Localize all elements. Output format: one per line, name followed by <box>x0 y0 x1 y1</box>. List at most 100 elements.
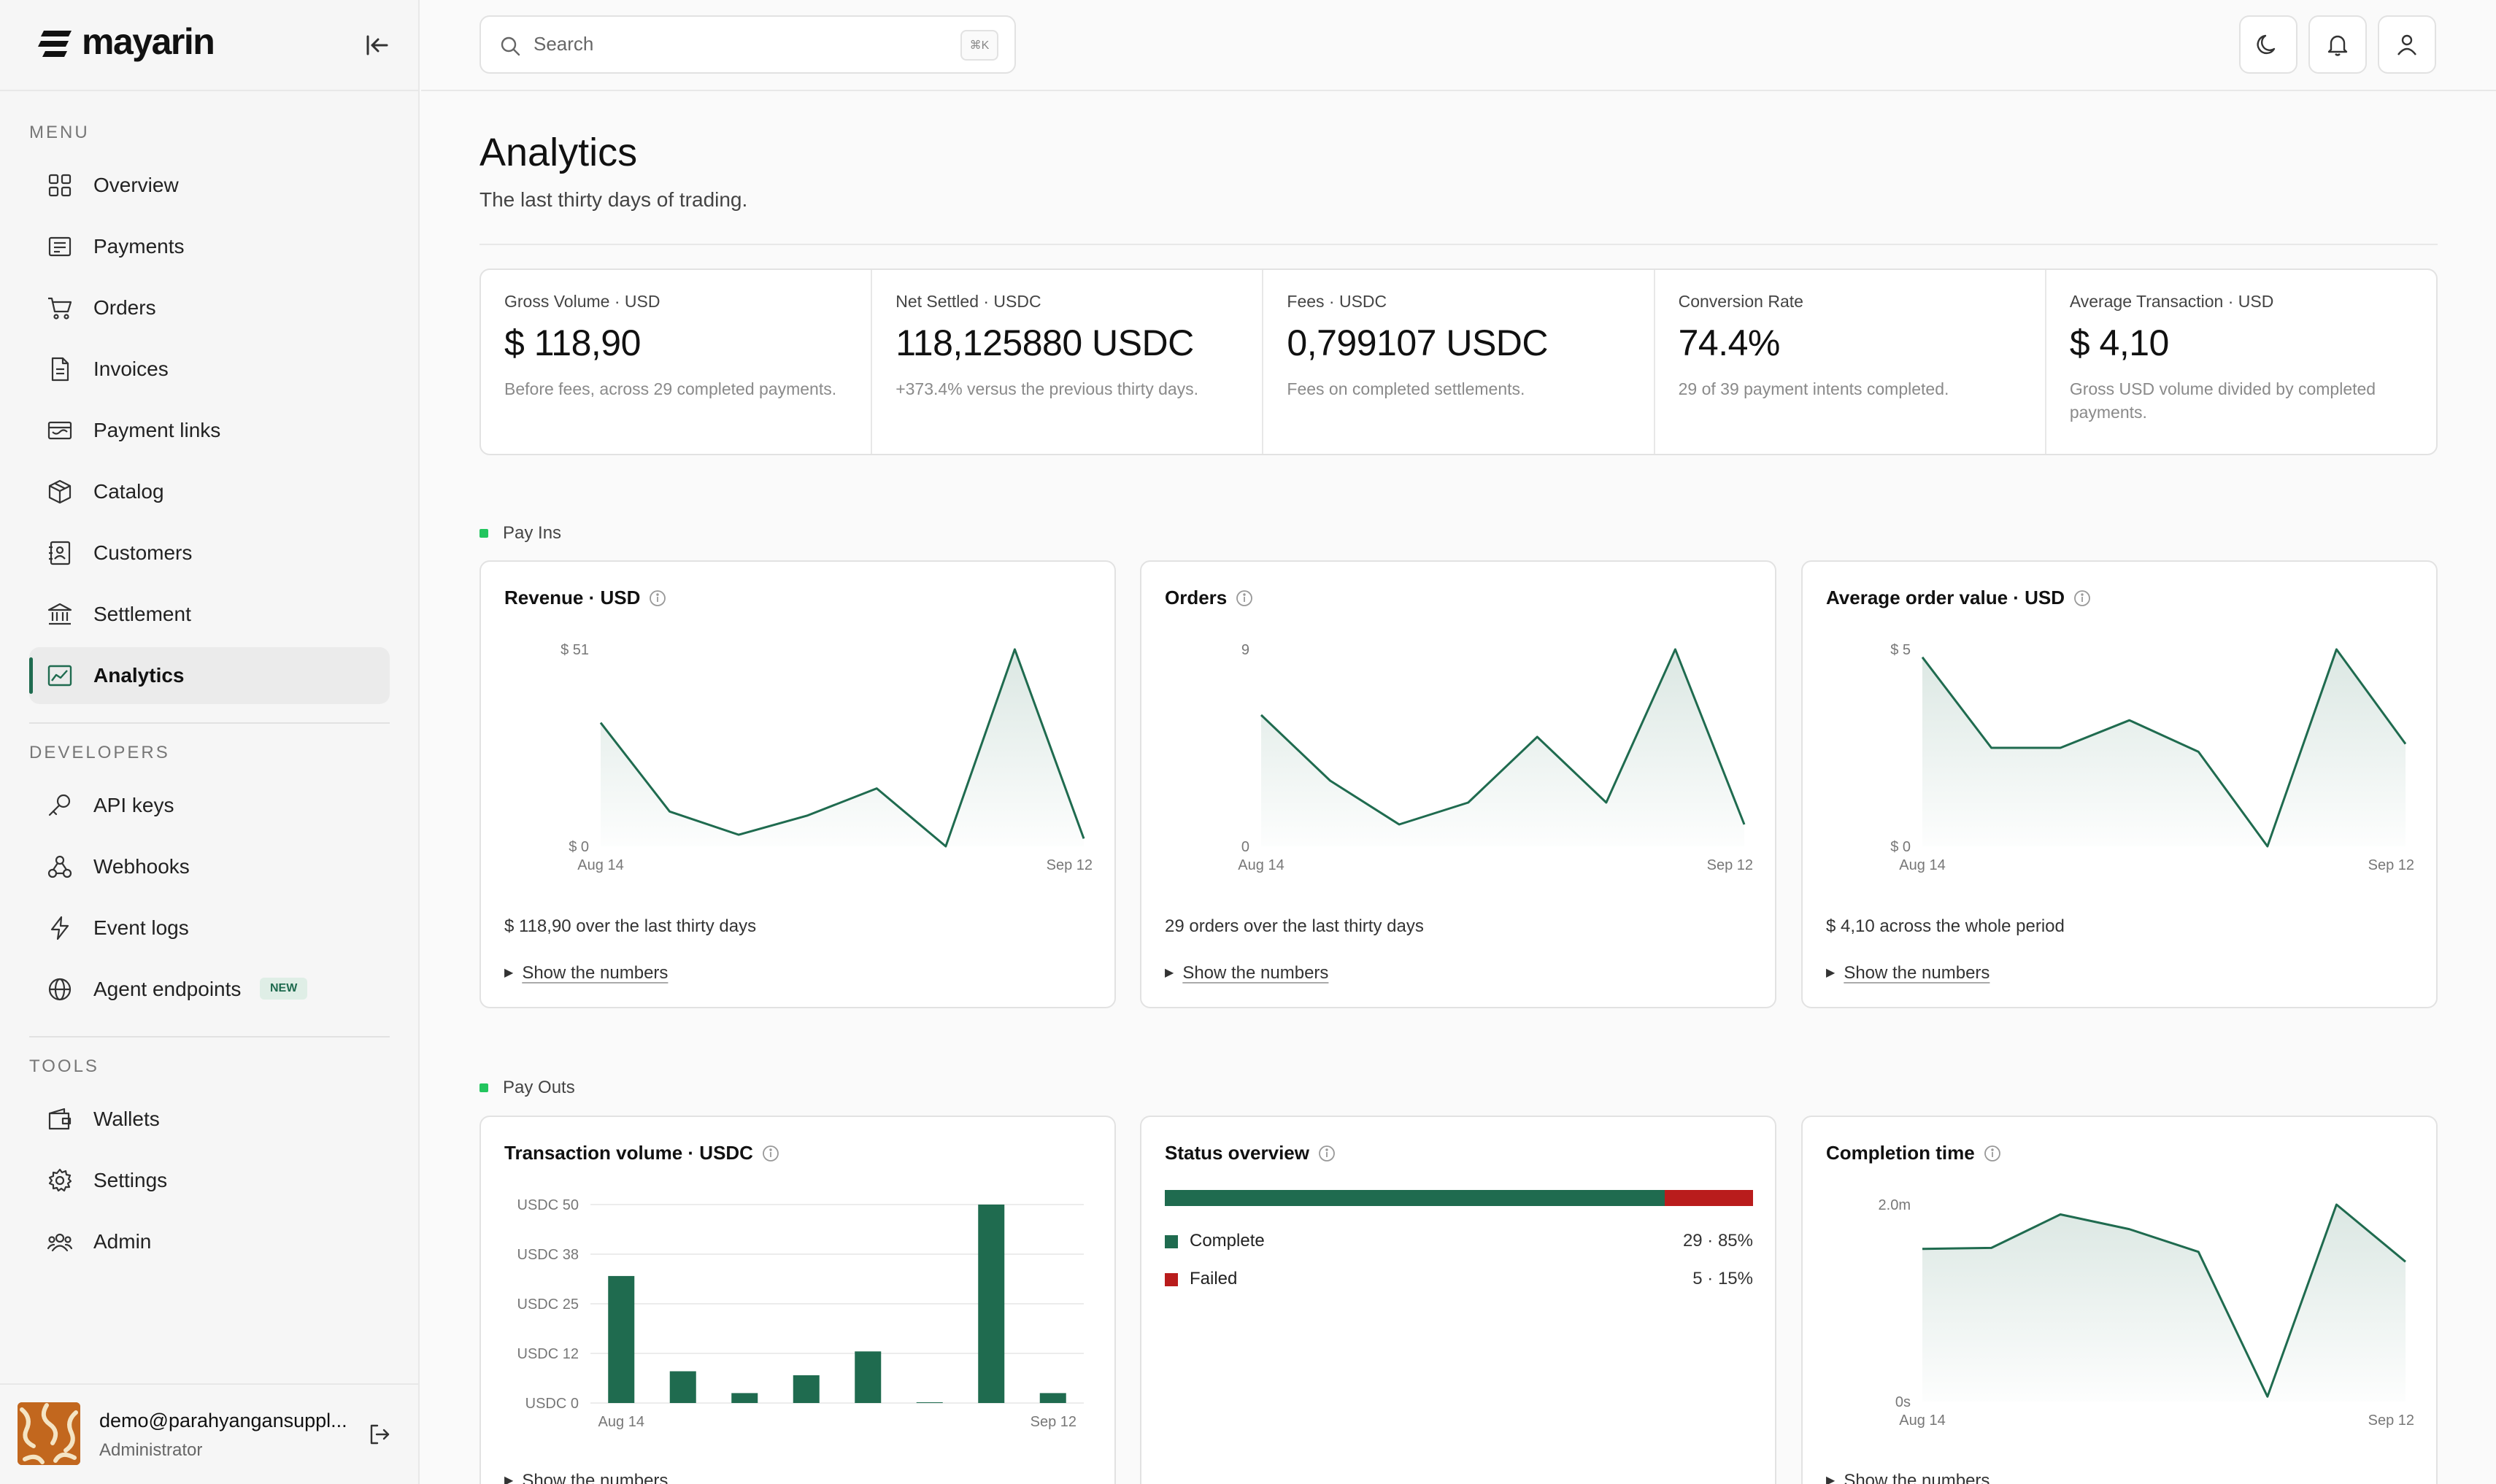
legend-value: 29 · 85% <box>1682 1231 1753 1251</box>
info-icon[interactable] <box>1984 1145 2001 1162</box>
sidebar-item-orders[interactable]: Orders <box>29 279 390 336</box>
legend-swatch <box>1165 1273 1178 1286</box>
bell-icon <box>2327 35 2348 56</box>
stat-label: Average Transaction · USD <box>2069 292 2274 311</box>
receipt-icon <box>48 236 72 257</box>
info-icon[interactable] <box>649 590 666 607</box>
y-tick-label: 2.0m <box>1879 1197 1911 1213</box>
theme-toggle-button[interactable] <box>2239 15 2297 74</box>
stat-note: Gross USD volume divided by completed pa… <box>2069 379 2376 422</box>
new-badge: NEW <box>260 978 308 1000</box>
sidebar: mayarin MENU Overview Payments Orders In… <box>0 0 420 1484</box>
tools-section-label: TOOLS <box>29 1056 99 1076</box>
users-icon <box>47 1233 73 1252</box>
sidebar-item-settlement[interactable]: Settlement <box>29 586 390 643</box>
sidebar-item-invoices[interactable]: Invoices <box>29 341 390 398</box>
notifications-button[interactable] <box>2308 15 2367 74</box>
y-tick-label: USDC 25 <box>517 1296 579 1313</box>
sidebar-item-event-logs[interactable]: Event logs <box>29 900 390 957</box>
show-numbers-toggle[interactable]: ▶ Show the numbers <box>504 1471 668 1484</box>
moon-icon <box>2257 34 2276 55</box>
stat-fees: Fees · USDC 0,799107 USDC Fees on comple… <box>1263 270 1655 454</box>
sidebar-item-payments[interactable]: Payments <box>29 218 390 275</box>
user-role: Administrator <box>99 1440 203 1460</box>
stats-row: Gross Volume · USD $ 118,90 Before fees,… <box>479 268 2438 455</box>
card-summary: $ 118,90 over the last thirty days <box>504 916 757 936</box>
profile-button[interactable] <box>2378 15 2436 74</box>
show-numbers-toggle[interactable]: ▶ Show the numbers <box>504 963 668 983</box>
y-tick-label: $ 0 <box>1890 839 1911 855</box>
x-tick-label: Sep 12 <box>1707 857 1753 873</box>
y-tick-label: $ 5 <box>1890 642 1911 658</box>
average-order-value-chart: $ 5 $ 0 Aug 14 Sep 12 <box>1890 642 2414 873</box>
status-bar-segment <box>1165 1190 1665 1206</box>
search-input[interactable]: Search ⌘K <box>479 15 1016 74</box>
contacts-icon <box>49 541 71 565</box>
sidebar-item-label: Catalog <box>93 480 164 503</box>
series-area <box>601 649 1084 846</box>
transaction-volume-chart: USDC 50 USDC 38 USDC 25 USDC 12 USDC 0 Aug 14… <box>517 1197 1084 1430</box>
disclosure-triangle-icon: ▶ <box>504 967 514 979</box>
sidebar-item-label: Orders <box>93 296 156 319</box>
y-tick-label: USDC 0 <box>525 1396 579 1412</box>
stat-conversion-rate: Conversion Rate 74.4% 29 of 39 payment i… <box>1655 270 2046 454</box>
show-numbers-label: Show the numbers <box>1844 1471 1990 1484</box>
brand-name[interactable]: mayarin <box>82 21 215 62</box>
sidebar-item-payment-links[interactable]: Payment links <box>29 402 390 459</box>
stat-value: $ 4,10 <box>2069 322 2170 363</box>
collapse-sidebar-icon[interactable] <box>361 29 393 61</box>
sidebar-item-label: Settings <box>93 1169 168 1191</box>
card-title: Average order value · USD <box>1826 587 2091 609</box>
document-icon <box>51 357 69 382</box>
pay-outs-label-text: Pay Outs <box>503 1078 575 1097</box>
bank-icon <box>47 603 72 625</box>
sidebar-item-label: API keys <box>93 794 174 816</box>
sidebar-item-catalog[interactable]: Catalog <box>29 463 390 520</box>
user-email: demo@parahyangansuppl... <box>99 1410 347 1431</box>
info-icon[interactable] <box>1318 1145 1336 1162</box>
x-tick-label: Aug 14 <box>598 1414 644 1430</box>
sidebar-item-agent-endpoints[interactable]: Agent endpoints NEW <box>29 961 390 1018</box>
sidebar-item-analytics[interactable]: Analytics <box>29 647 390 704</box>
sidebar-item-label: Event logs <box>93 916 189 939</box>
card-title-text: Revenue · USD <box>504 587 641 608</box>
status-overview-card: Status overview Complete 29 · 85% Failed… <box>1140 1116 1776 1484</box>
legend-name: Complete <box>1190 1231 1265 1251</box>
show-numbers-toggle[interactable]: ▶ Show the numbers <box>1826 1471 1990 1484</box>
user-icon <box>2397 34 2416 55</box>
card-icon <box>47 421 72 440</box>
show-numbers-toggle[interactable]: ▶ Show the numbers <box>1165 963 1328 983</box>
sidebar-item-customers[interactable]: Customers <box>29 525 390 581</box>
sidebar-item-settings[interactable]: Settings <box>29 1152 390 1209</box>
info-icon[interactable] <box>762 1145 779 1162</box>
info-icon[interactable] <box>2073 590 2091 607</box>
legend-row-failed: Failed 5 · 15% <box>1165 1269 1753 1291</box>
card-title-text: Transaction volume · USDC <box>504 1142 753 1164</box>
sidebar-item-overview[interactable]: Overview <box>29 157 390 214</box>
sidebar-item-webhooks[interactable]: Webhooks <box>29 838 390 895</box>
stat-note: Fees on completed settlements. <box>1287 379 1525 398</box>
x-tick-label: Aug 14 <box>1899 1412 1945 1429</box>
header-divider <box>479 244 2438 245</box>
info-icon[interactable] <box>1236 590 1253 607</box>
x-tick-label: Sep 12 <box>2368 1412 2414 1429</box>
page-title: Analytics <box>479 131 638 174</box>
logout-icon[interactable] <box>366 1421 393 1448</box>
sidebar-item-admin[interactable]: Admin <box>29 1213 390 1270</box>
logo-icon <box>38 31 72 57</box>
y-tick-label: USDC 50 <box>517 1197 579 1213</box>
bar <box>855 1351 882 1403</box>
disclosure-triangle-icon: ▶ <box>504 1475 514 1484</box>
legend-row-complete: Complete 29 · 85% <box>1165 1231 1753 1253</box>
bolt-icon <box>50 916 69 940</box>
series-area <box>1261 649 1744 846</box>
x-tick-label: Sep 12 <box>1031 1414 1076 1430</box>
avatar[interactable] <box>18 1402 80 1465</box>
show-numbers-toggle[interactable]: ▶ Show the numbers <box>1826 963 1990 983</box>
disclosure-triangle-icon: ▶ <box>1826 967 1836 979</box>
topbar: Search ⌘K <box>421 0 2496 91</box>
bar <box>978 1205 1005 1403</box>
sidebar-item-wallets[interactable]: Wallets <box>29 1091 390 1148</box>
sidebar-item-api-keys[interactable]: API keys <box>29 777 390 834</box>
show-numbers-label: Show the numbers <box>1182 963 1329 983</box>
